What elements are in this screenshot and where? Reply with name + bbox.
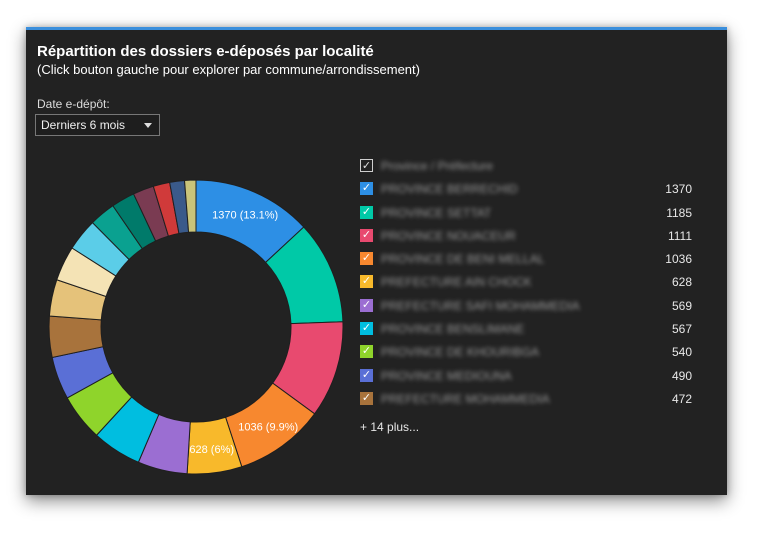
legend-item[interactable]: ✓ PROVINCE NOUACEUR 1111: [360, 226, 692, 249]
legend-item-value: 540: [671, 345, 692, 360]
legend-item[interactable]: ✓ PREFECTURE MOHAMMEDIA 472: [360, 389, 692, 412]
checkbox-icon[interactable]: ✓: [360, 159, 373, 172]
legend-item[interactable]: ✓ PROVINCE DE BENI MELLAL 1036: [360, 249, 692, 272]
slice-data-label: 1370 (13.1%): [212, 209, 278, 221]
legend-item[interactable]: ✓ PREFECTURE AIN CHOCK 628: [360, 272, 692, 295]
legend-item-value: 1185: [666, 205, 692, 220]
legend: ✓ Province / Préfecture ✓ PROVINCE BERREC…: [360, 156, 692, 412]
checkbox-icon[interactable]: ✓: [360, 322, 373, 336]
legend-item-label: PROVINCE BERRECHID: [381, 182, 518, 197]
checkbox-icon[interactable]: ✓: [360, 205, 373, 219]
legend-header-label: Province / Préfecture: [381, 159, 494, 173]
checkbox-icon[interactable]: ✓: [360, 391, 373, 405]
slice-data-label: 1036 (9.9%): [238, 422, 298, 434]
legend-item[interactable]: ✓ PROVINCE DE KHOURIBGA 540: [360, 342, 692, 365]
legend-header[interactable]: ✓ Province / Préfecture: [360, 156, 692, 179]
legend-item-value: 1036: [665, 252, 692, 267]
legend-item-value: 569: [671, 298, 692, 313]
legend-item-value: 1370: [665, 182, 692, 197]
chart-title: Répartition des dossiers e-déposés par l…: [37, 43, 374, 60]
legend-item[interactable]: ✓ PROVINCE BERRECHID 1370: [360, 179, 692, 202]
legend-item[interactable]: ✓ PROVINCE MEDIOUNA 490: [360, 366, 692, 389]
legend-item-label: PROVINCE DE BENI MELLAL: [381, 252, 545, 267]
legend-item-label: PROVINCE MEDIOUNA: [381, 368, 512, 383]
legend-item[interactable]: ✓ PROVINCE SETTAT 1185: [360, 203, 692, 226]
legend-item-label: PREFECTURE AIN CHOCK: [381, 275, 532, 290]
chart-subtitle: (Click bouton gauche pour explorer par c…: [37, 62, 420, 77]
chart-panel: Répartition des dossiers e-déposés par l…: [26, 27, 727, 495]
legend-item-value: 1111: [667, 228, 692, 243]
legend-item-label: PROVINCE DE KHOURIBGA: [381, 345, 540, 360]
legend-item-value: 490: [671, 368, 692, 383]
legend-item-label: PROVINCE BENSLIMANE: [381, 322, 525, 337]
date-filter-select[interactable]: Derniers 6 mois: [35, 114, 160, 136]
checkbox-icon[interactable]: ✓: [360, 228, 373, 242]
checkbox-icon[interactable]: ✓: [360, 182, 373, 196]
legend-item-value: 567: [671, 322, 692, 337]
chevron-down-icon: [144, 123, 152, 128]
date-filter-label: Date e-dépôt:: [37, 97, 110, 111]
donut-chart: 1370 (13.1%) 1036 (9.9%) 628 (6%): [48, 179, 344, 475]
legend-item-label: PROVINCE NOUACEUR: [381, 228, 516, 243]
checkbox-icon[interactable]: ✓: [360, 252, 373, 266]
checkbox-icon[interactable]: ✓: [360, 298, 373, 312]
slice-data-label: 628 (6%): [189, 444, 234, 456]
legend-more-link[interactable]: + 14 plus...: [360, 420, 420, 434]
legend-item[interactable]: ✓ PROVINCE BENSLIMANE 567: [360, 319, 692, 342]
legend-item[interactable]: ✓ PREFECTURE SAFI MOHAMMEDIA 569: [360, 296, 692, 319]
legend-item-label: PREFECTURE MOHAMMEDIA: [381, 391, 550, 406]
legend-item-label: PROVINCE SETTAT: [381, 205, 492, 220]
legend-item-value: 472: [671, 391, 692, 406]
legend-item-value: 628: [671, 275, 692, 290]
date-filter-value: Derniers 6 mois: [41, 118, 126, 132]
checkbox-icon[interactable]: ✓: [360, 275, 373, 289]
checkbox-icon[interactable]: ✓: [360, 368, 373, 382]
checkbox-icon[interactable]: ✓: [360, 345, 373, 359]
legend-item-label: PREFECTURE SAFI MOHAMMEDIA: [381, 298, 580, 313]
donut-slice[interactable]: [183, 179, 197, 233]
